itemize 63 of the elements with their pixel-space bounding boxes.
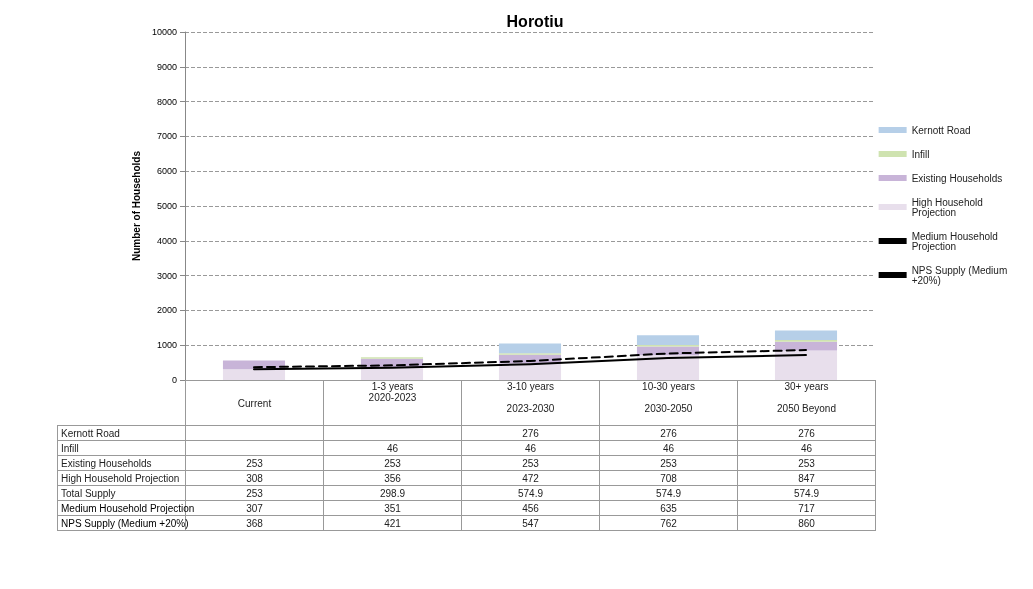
y-tick-label: 8000 — [156, 96, 177, 107]
data-label: 708 — [599, 470, 738, 486]
data-label: 276 — [737, 425, 876, 441]
text: Total Supply — [57, 485, 186, 501]
chart-title: Horotiu — [506, 12, 564, 30]
y-tick-label: 2000 — [156, 305, 177, 316]
y-tick-label: 4000 — [156, 235, 177, 246]
text: 574.9 — [461, 485, 600, 501]
data-label: 46 — [461, 440, 600, 456]
data-label: 253 — [323, 455, 462, 471]
legend-label: High Household Projection — [911, 196, 986, 218]
x-tick-label: Current — [185, 380, 324, 426]
data-label: 847 — [737, 470, 876, 486]
data-label: 46 — [323, 440, 462, 456]
data-label: 253 — [737, 455, 876, 471]
x-tick-label: 1-3 years 2020-2023 — [323, 380, 462, 426]
y-tick-label: 10000 — [151, 27, 177, 37]
data-label: 762 — [599, 515, 738, 531]
y-tick-label: 1000 — [156, 340, 177, 351]
data-label: 351 — [323, 500, 462, 516]
y-tick-label: 7000 — [156, 131, 177, 142]
y-tick-label: 9000 — [156, 61, 177, 72]
data-label: 456 — [461, 500, 600, 516]
text: 253 — [185, 485, 324, 501]
x-tick-label: 30+ years 2050 Beyond — [737, 380, 876, 426]
legend-label: Medium Household Projection — [911, 230, 1001, 252]
y-axis-title: Number of Households — [130, 150, 142, 262]
text: Infill — [61, 442, 79, 454]
text: Medium Household Projection — [61, 502, 195, 514]
data-label: 46 — [737, 440, 876, 456]
data-label: 46 — [599, 440, 738, 456]
data-label: 717 — [737, 500, 876, 516]
text: Existing Households — [61, 457, 152, 469]
y-tick-label: 3000 — [156, 270, 177, 281]
text: NPS Supply (Medium +20%) — [61, 517, 189, 529]
text: Kernott Road — [61, 427, 120, 439]
data-label: 860 — [737, 515, 876, 531]
data-label: 421 — [323, 515, 462, 531]
data-label: 308 — [185, 470, 324, 486]
data-label: 635 — [599, 500, 738, 516]
text: 574.9 — [737, 485, 876, 501]
y-tick-label: 0 — [171, 375, 177, 385]
y-tick-label: 6000 — [156, 166, 177, 177]
legend-label: Kernott Road — [911, 124, 971, 136]
text: 298.9 — [323, 485, 462, 501]
data-label: 253 — [185, 455, 324, 471]
x-tick-label: 3-10 years 2023-2030 — [461, 380, 600, 426]
data-label: 356 — [323, 470, 462, 486]
x-tick-label: 10-30 years 2030-2050 — [599, 380, 738, 426]
data-label: 276 — [599, 425, 738, 441]
data-label: 253 — [599, 455, 738, 471]
data-label: 276 — [461, 425, 600, 441]
data-label: 368 — [246, 517, 263, 529]
text: High Household Projection — [61, 472, 180, 484]
data-label: 547 — [461, 515, 600, 531]
data-label: 472 — [461, 470, 600, 486]
data-label: 307 — [246, 502, 263, 514]
text: 574.9 — [599, 485, 738, 501]
legend-label: NPS Supply (Medium +20%) — [911, 264, 1011, 286]
legend-label: Infill — [911, 148, 930, 160]
y-tick-label: 5000 — [156, 201, 177, 211]
data-label: 253 — [461, 455, 600, 471]
legend-label: Existing Households — [911, 172, 1003, 184]
